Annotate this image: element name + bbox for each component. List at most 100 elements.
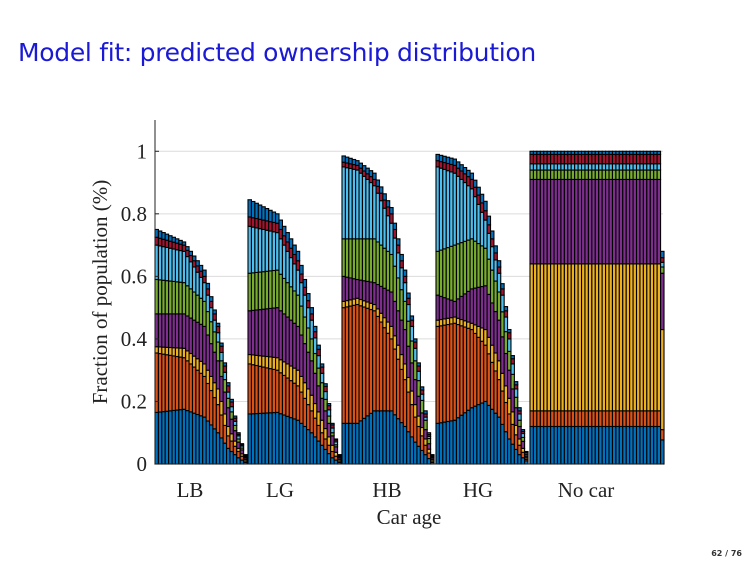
- bar-segment: [188, 250, 194, 257]
- bar-segment: [295, 250, 301, 262]
- bar-segment: [513, 396, 519, 409]
- y-tick-label: 0.6: [121, 264, 147, 288]
- bar-segment: [226, 382, 231, 387]
- bar-segment: [302, 278, 308, 288]
- x-tick-label: HG: [463, 478, 493, 502]
- bar-segment: [520, 440, 526, 449]
- bar-segment: [656, 153, 662, 165]
- bar-segment: [409, 319, 415, 327]
- bar-segment: [507, 328, 512, 334]
- bar-segment: [517, 419, 522, 428]
- bar-segment: [510, 358, 515, 365]
- bar-segment: [222, 371, 228, 381]
- bar-segment: [222, 365, 228, 373]
- bar-segment: [385, 200, 391, 208]
- bar-segment: [330, 427, 335, 434]
- bar-segment: [198, 264, 204, 272]
- bar-segment: [660, 257, 665, 263]
- bar-segment: [239, 449, 245, 455]
- bar-segment: [399, 260, 404, 269]
- bar-segment: [489, 230, 495, 240]
- bar-segment: [208, 296, 214, 302]
- bar-segment: [226, 385, 231, 393]
- bar-segment: [660, 429, 665, 441]
- bar-segment: [288, 238, 294, 249]
- bar-segment: [423, 419, 428, 431]
- bar-segment: [660, 328, 665, 431]
- bar-segment: [181, 241, 187, 246]
- bar-segment: [229, 401, 234, 408]
- bar-segment: [378, 186, 384, 194]
- bar-segment: [496, 266, 502, 274]
- bar-segment: [232, 424, 238, 432]
- bar-segment: [323, 383, 328, 387]
- bar-segment: [419, 386, 425, 391]
- bar-segment: [483, 200, 488, 212]
- x-axis-label: Car age: [377, 505, 442, 529]
- y-tick-label: 1: [137, 139, 148, 163]
- bar-segment: [500, 288, 505, 296]
- y-tick-label: 0.2: [121, 389, 147, 413]
- bar-segment: [185, 246, 190, 251]
- bar-segment: [205, 288, 211, 296]
- y-axis-label: Fraction of population (%): [88, 180, 112, 405]
- bar-segment: [306, 293, 311, 302]
- bar-segment: [419, 393, 425, 401]
- bar-segment: [202, 275, 207, 284]
- bar-segment: [323, 391, 328, 400]
- bar-segment: [426, 437, 432, 445]
- bar-segment: [309, 313, 314, 321]
- bar-segment: [215, 332, 221, 343]
- x-tick-label: No car: [558, 478, 615, 502]
- bar-segment: [486, 215, 492, 226]
- bar-segment: [426, 443, 432, 450]
- bar-segment: [510, 363, 515, 375]
- bar-segment: [656, 150, 662, 155]
- bar-group-hb: [341, 155, 435, 465]
- bar-segment: [319, 366, 325, 374]
- bar-segment: [319, 372, 325, 384]
- bar-segment: [416, 362, 421, 367]
- bar-segment: [309, 307, 314, 315]
- bar-segment: [524, 450, 529, 453]
- bar-segment: [205, 282, 211, 290]
- bar-segment: [660, 266, 665, 274]
- bar-segment: [278, 219, 283, 231]
- x-tick-label: LB: [177, 478, 204, 502]
- bar-segment: [323, 385, 328, 393]
- bar-segment: [337, 454, 342, 456]
- bar-segment: [660, 250, 665, 259]
- bar-segment: [517, 407, 522, 412]
- y-tick-label: 0.4: [121, 327, 148, 351]
- bar-segment: [472, 179, 478, 188]
- bar-segment: [513, 388, 519, 398]
- y-tick-label: 0: [137, 452, 148, 476]
- bar-segment: [215, 325, 221, 334]
- bar-segment: [281, 225, 287, 237]
- y-tick-label: 0.8: [121, 202, 147, 226]
- bar-segment: [496, 260, 502, 268]
- x-tick-label: HB: [372, 478, 401, 502]
- bar-segment: [389, 213, 394, 224]
- bar-segment: [476, 186, 481, 196]
- bar-segment: [406, 297, 411, 306]
- bar-segment: [219, 351, 224, 362]
- bar-segment: [392, 222, 398, 231]
- bar-segment: [510, 355, 515, 360]
- bar-segment: [399, 253, 404, 262]
- bar-segment: [406, 292, 411, 299]
- bar-segment: [382, 193, 387, 201]
- bars: [154, 150, 665, 465]
- bar-segment: [402, 275, 408, 284]
- bar-segment: [372, 172, 377, 180]
- bar-segment: [306, 300, 311, 309]
- bar-segment: [312, 325, 318, 333]
- bar-segment: [503, 306, 509, 312]
- bar-segment: [395, 244, 401, 254]
- bar-group-lb: [154, 228, 248, 465]
- bar-segment: [292, 244, 297, 256]
- bar-segment: [326, 409, 332, 417]
- bar-segment: [656, 163, 662, 171]
- bar-segment: [319, 363, 325, 368]
